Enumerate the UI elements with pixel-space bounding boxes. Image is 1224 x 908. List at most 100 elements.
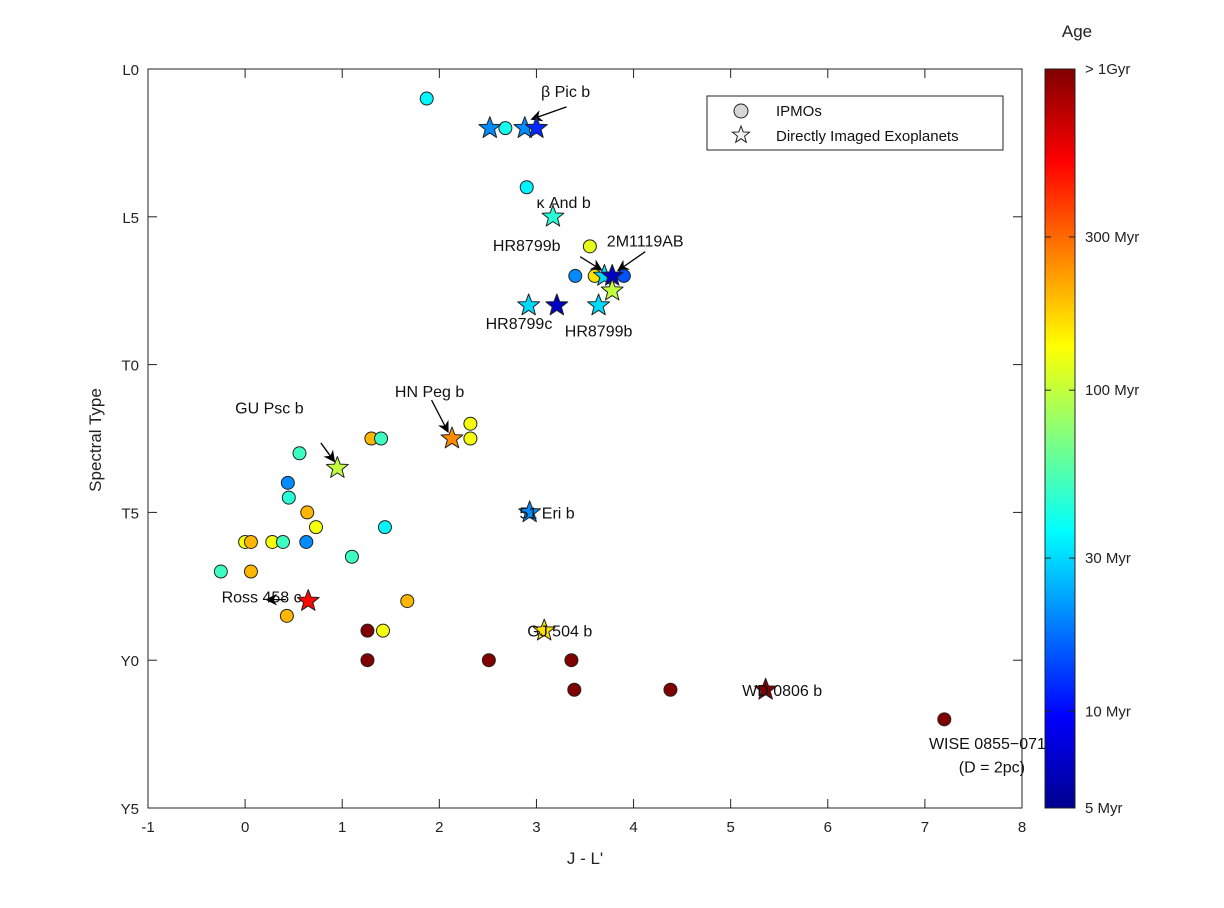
ipmo-point	[299, 534, 314, 549]
annotation-arrow	[617, 251, 646, 272]
colorbar-tick-label: 10 Myr	[1085, 703, 1131, 720]
legend-label-ipmos: IPMOs	[776, 103, 822, 120]
ipmo-point	[567, 682, 582, 697]
annotation-arrow	[430, 399, 449, 434]
ipmo-point	[582, 239, 597, 254]
colorbar-tick-label: 30 Myr	[1085, 550, 1131, 567]
x-axis-label: J - L'	[567, 849, 603, 868]
ipmo-point	[564, 653, 579, 668]
x-tick-label: 4	[629, 819, 637, 836]
ipmo-point	[360, 653, 375, 668]
ipmo-point	[275, 534, 290, 549]
colorbar-ticks: 5 Myr 10 Myr 30 Myr 100 Myr 300 Myr > 1Gyr	[1045, 61, 1139, 817]
ipmo-point	[481, 653, 496, 668]
ipmo-point	[243, 534, 258, 549]
ipmo-point	[377, 520, 392, 535]
ipmo-point	[374, 431, 389, 446]
y-tick-label: Y0	[121, 653, 139, 670]
annotation-arrows	[265, 106, 646, 606]
exoplanet-star	[296, 589, 320, 611]
ipmo-point	[344, 549, 359, 564]
ipmo-point	[519, 180, 534, 195]
y-axis-label: Spectral Type	[86, 388, 105, 492]
colorbar: Age 5 Myr 10 Myr 30 Myr 100 Myr 300 Myr > 1Gy…	[1044, 22, 1139, 817]
legend-star-marker	[731, 124, 751, 144]
ipmo-point	[279, 608, 294, 623]
exoplanet-star	[587, 293, 611, 316]
y-tick-label: T5	[121, 505, 139, 522]
exoplanet-star	[478, 116, 502, 138]
exoplanet-star	[541, 204, 565, 227]
exoplanet-star	[545, 293, 569, 316]
ipmo-point	[292, 446, 307, 461]
exoplanet-star	[440, 426, 464, 449]
x-tick-label: 3	[532, 819, 540, 836]
x-tick-label: 2	[435, 819, 443, 836]
ipmo-point	[309, 520, 324, 535]
x-axis: -1 0 1 2 3 4 5 6 7 8	[141, 69, 1026, 836]
annotation-label: HR8799b	[493, 238, 561, 255]
x-tick-label: 0	[241, 819, 249, 836]
ipmo-point	[281, 490, 296, 505]
ipmo-point	[280, 475, 295, 490]
exoplanet-star	[517, 293, 541, 316]
x-tick-label: -1	[141, 819, 154, 836]
colorbar-tick-label: 5 Myr	[1085, 800, 1123, 817]
ipmo-point	[937, 712, 952, 727]
annotation-label: β Pic b	[541, 84, 590, 101]
y-tick-label: T0	[121, 358, 139, 375]
legend-label-exoplanets: Directly Imaged Exoplanets	[776, 128, 959, 145]
ipmo-point	[419, 91, 434, 106]
annotation-label: HR8799b	[565, 324, 633, 341]
exoplanet-star	[525, 116, 548, 138]
annotation-arrow	[579, 256, 603, 271]
exoplanet-star	[518, 500, 542, 523]
data-points	[213, 91, 952, 727]
annotation-label: 2M1119AB	[607, 233, 684, 250]
colorbar-tick-label: > 1Gyr	[1085, 61, 1130, 78]
annotation-label: WD 0806 b	[742, 683, 822, 700]
exoplanet-star	[754, 677, 778, 700]
annotation-label: Ross 458 c	[222, 590, 302, 607]
x-tick-label: 1	[338, 819, 346, 836]
ipmo-point	[568, 268, 583, 283]
ipmo-point	[663, 682, 678, 697]
ipmo-point	[498, 121, 513, 136]
annotation-arrow	[320, 442, 336, 463]
colorbar-gradient	[1044, 68, 1076, 809]
annotation-label: HR8799c	[486, 316, 553, 333]
x-tick-label: 7	[921, 819, 929, 836]
y-tick-label: L5	[122, 210, 139, 227]
exoplanet-star	[325, 456, 349, 478]
annotation-label: 51 Eri b	[520, 505, 575, 522]
legend-circle-marker	[733, 103, 749, 119]
annotation-label: κ And b	[537, 195, 591, 212]
legend-box	[706, 95, 1004, 151]
x-tick-label: 5	[726, 819, 734, 836]
y-tick-label: Y5	[121, 801, 139, 818]
ipmo-point	[243, 564, 258, 579]
annotation-label: WISE 0855−0714	[929, 736, 1055, 753]
ipmo-point	[400, 594, 415, 609]
annotation-label: (D = 2pc)	[959, 760, 1025, 777]
y-axis: L0 L5 T0 T5 Y0 Y5	[121, 62, 1022, 818]
ipmo-point	[213, 564, 228, 579]
annotation-label: HN Peg b	[395, 384, 464, 401]
colorbar-tick-label: 100 Myr	[1085, 382, 1139, 399]
ipmo-point	[463, 416, 478, 431]
x-tick-label: 8	[1018, 819, 1026, 836]
legend: IPMOs Directly Imaged Exoplanets	[706, 95, 1004, 151]
colorbar-title: Age	[1062, 22, 1092, 41]
colorbar-tick-label: 300 Myr	[1085, 229, 1139, 246]
annotation-arrow	[530, 106, 567, 122]
annotation-label: GU Psc b	[235, 400, 304, 417]
exoplanet-star	[600, 278, 624, 301]
annotation-label: GJ 504 b	[527, 624, 592, 641]
ipmo-point	[463, 431, 478, 446]
plot-area	[147, 68, 1023, 809]
exoplanet-star	[532, 618, 556, 641]
ipmo-point	[300, 505, 315, 520]
ipmo-point	[376, 623, 391, 638]
ipmo-point	[360, 623, 375, 638]
